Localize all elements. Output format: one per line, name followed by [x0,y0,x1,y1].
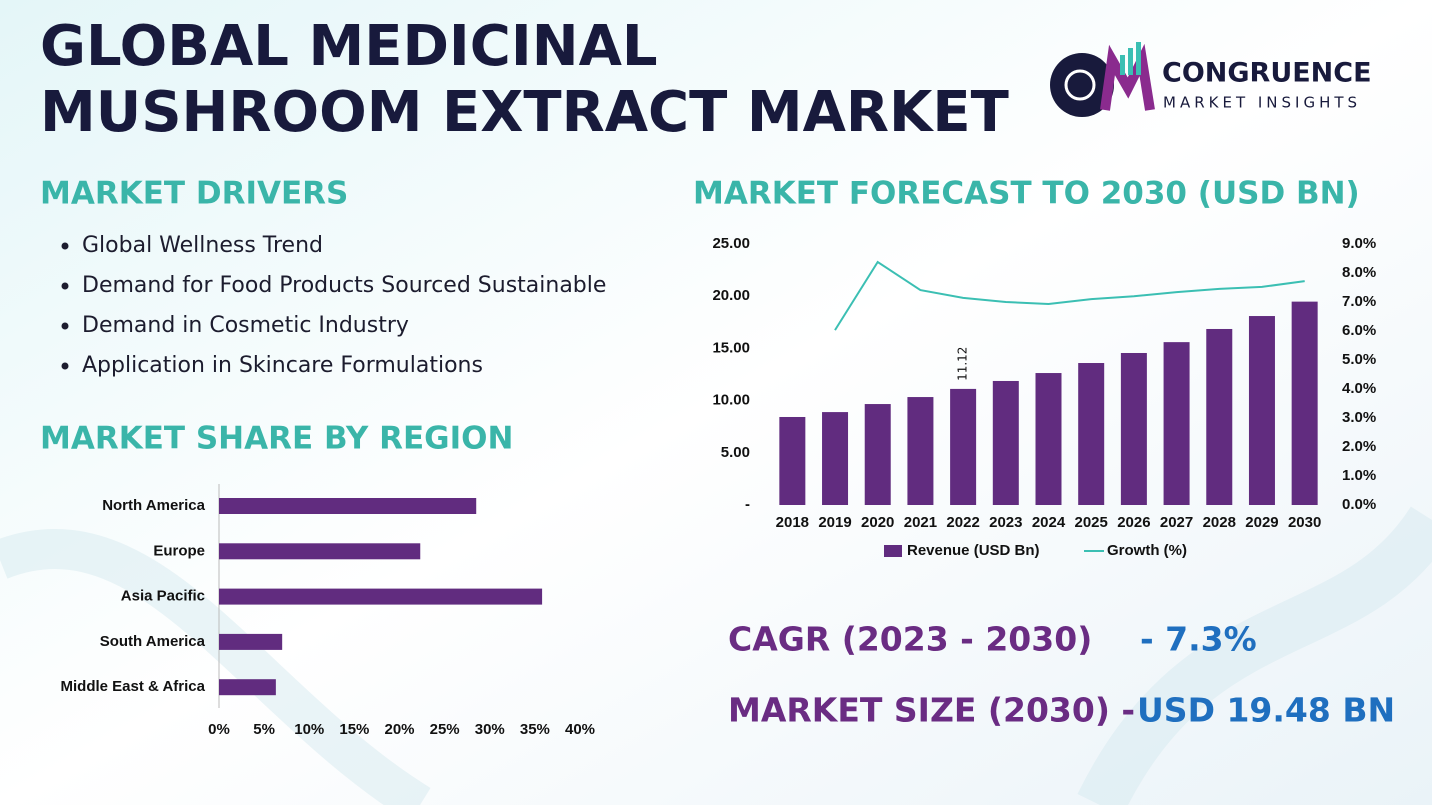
y2-tick-label: 7.0% [1342,293,1376,310]
logo-m [1100,43,1155,111]
cagr-value: - 7.3% [1140,620,1257,659]
bar [1206,328,1233,505]
bar [1120,352,1147,505]
chart-title: MARKET FORECAST TO 2030 (USD BN) [693,176,1360,212]
x-tick-label: 2023 [989,514,1022,531]
logo-tagline: MARKET INSIGHTS [1163,94,1361,112]
bar [992,380,1019,505]
x-tick-label: 0% [208,721,230,738]
bullet [61,282,69,290]
driver-item: Demand for Food Products Sourced Sustain… [82,273,606,298]
y2-tick-label: 6.0% [1342,322,1376,339]
bar [219,498,477,514]
logo: CONGRUENCE MARKET INSIGHTS [1050,42,1372,117]
y2-tick-label: 8.0% [1342,264,1376,281]
y-tick-label: 20.00 [712,287,750,304]
x-tick-label: 2030 [1288,514,1321,531]
x-tick-label: 2029 [1245,514,1278,531]
x-tick-label: 2022 [946,514,979,531]
x-tick-label: 2021 [904,514,937,531]
y-tick-label: 15.00 [712,339,750,356]
x-tick-label: 2026 [1117,514,1150,531]
x-tick-label: 25% [430,721,460,738]
bar [219,588,543,605]
legend-label: Growth (%) [1107,542,1187,559]
logo-name: CONGRUENCE [1162,58,1372,89]
decor-wave [0,529,431,805]
market-size-label: MARKET SIZE (2030) - [728,691,1135,730]
bar [950,388,977,505]
bar [1035,373,1062,505]
x-tick-label: 30% [475,721,505,738]
driver-item: Demand in Cosmetic Industry [82,313,409,338]
x-tick-label: 2020 [861,514,894,531]
logo-bar [1136,42,1141,75]
y-tick-label: North America [102,497,205,514]
bar [219,679,276,696]
bar [219,543,421,560]
logo-bar [1120,55,1125,75]
x-tick-label: 15% [339,721,369,738]
y2-tick-label: 3.0% [1342,409,1376,426]
bar [1291,301,1318,505]
y2-tick-label: 9.0% [1342,235,1376,252]
title-line: GLOBAL MEDICINAL [40,14,658,79]
decor-wave [1077,506,1432,805]
title-line: MUSHROOM EXTRACT MARKET [40,80,1009,145]
y-tick-label: 25.00 [712,235,750,252]
bullet [61,242,69,250]
bullet [61,362,69,370]
y-tick-label: 5.00 [721,444,750,461]
x-tick-label: 2025 [1075,514,1108,531]
x-tick-label: 5% [253,721,275,738]
legend-label: Revenue (USD Bn) [907,542,1040,559]
y2-tick-label: 5.0% [1342,351,1376,368]
x-tick-label: 2028 [1203,514,1236,531]
x-tick-label: 2019 [818,514,851,531]
logo-globe [1064,69,1096,101]
chart-title: MARKET SHARE BY REGION [40,421,513,457]
line [834,260,1305,331]
y-tick-label: South America [100,633,206,650]
logo-circle [1050,53,1114,117]
market-size-value: USD 19.48 BN [1137,691,1395,730]
driver-item: Application in Skincare Formulations [82,353,483,378]
x-tick-label: 10% [294,721,324,738]
bar [779,416,806,505]
driver-item: Global Wellness Trend [82,233,323,258]
bar [822,412,849,505]
x-tick-label: 2027 [1160,514,1193,531]
bar [907,397,934,505]
x-tick-label: 40% [565,721,595,738]
driver-list: Global Wellness Trend Demand for Food Pro… [61,233,606,378]
y2-tick-label: 2.0% [1342,438,1376,455]
y2-tick-label: 4.0% [1342,380,1376,397]
bar [219,633,283,650]
data-label: 11.12 [956,347,970,381]
x-tick-label: 2024 [1032,514,1066,531]
y-tick-label: Europe [153,542,205,559]
y-tick-label: Asia Pacific [121,588,205,605]
x-tick-label: 35% [520,721,550,738]
legend-swatch [884,545,902,557]
y-tick-label: 10.00 [712,392,750,409]
cagr-label: CAGR (2023 - 2030) [728,620,1092,659]
y2-tick-label: 1.0% [1342,467,1376,484]
bar [1163,342,1190,505]
bar [864,404,891,505]
logo-bar [1128,48,1133,75]
y-tick-label: - [745,496,750,513]
y-tick-label: Middle East & Africa [61,678,206,695]
bar [1248,316,1275,505]
y2-tick-label: 0.0% [1342,496,1376,513]
x-tick-label: 20% [384,721,414,738]
bar [1078,363,1105,505]
x-tick-label: 2018 [776,514,809,531]
section-heading: MARKET DRIVERS [40,176,348,212]
bullet [61,322,69,330]
